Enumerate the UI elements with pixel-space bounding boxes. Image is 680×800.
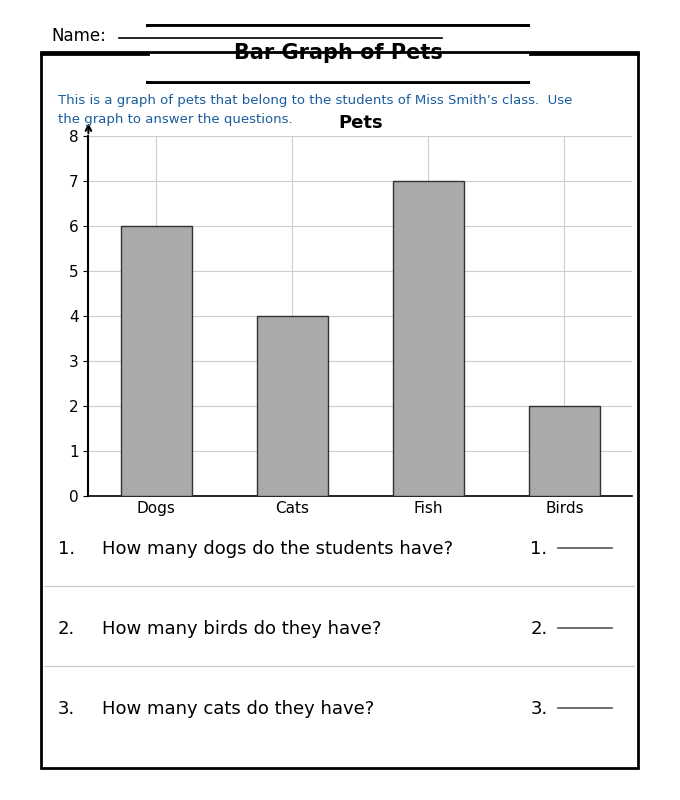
Text: 3.: 3.: [530, 700, 547, 718]
FancyBboxPatch shape: [131, 26, 546, 82]
Text: How many cats do they have?: How many cats do they have?: [102, 700, 374, 718]
Text: This is a graph of pets that belong to the students of Miss Smith’s class.  Use
: This is a graph of pets that belong to t…: [58, 94, 572, 126]
Text: 3.: 3.: [58, 700, 75, 718]
Text: Name:: Name:: [51, 27, 106, 45]
Text: 2.: 2.: [530, 620, 547, 638]
Text: Bar Graph of Pets: Bar Graph of Pets: [234, 42, 443, 62]
Text: How many dogs do the students have?: How many dogs do the students have?: [102, 540, 453, 558]
Bar: [121, 226, 192, 496]
Text: 1.: 1.: [530, 540, 547, 558]
Text: How many birds do they have?: How many birds do they have?: [102, 620, 381, 638]
Bar: [529, 406, 600, 496]
Bar: [393, 181, 464, 496]
Text: 2.: 2.: [58, 620, 75, 638]
Bar: [257, 316, 328, 496]
Title: Pets: Pets: [338, 114, 383, 132]
Text: 1.: 1.: [58, 540, 75, 558]
